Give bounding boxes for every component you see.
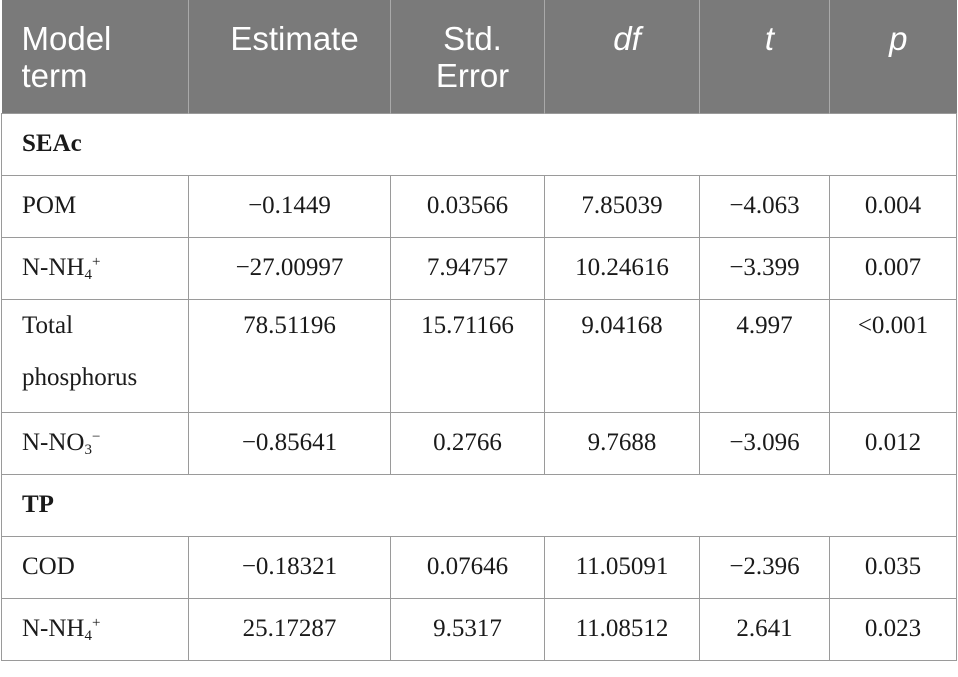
table-row: N-NH4+ 25.17287 9.5317 11.08512 2.641 0.… <box>1 597 957 661</box>
term-base: N-NH <box>22 614 85 642</box>
t-cell: −4.063 <box>699 174 830 238</box>
p-cell: 0.035 <box>829 535 957 599</box>
term-cell: POM <box>1 174 189 238</box>
term-subscript: 4 <box>84 627 93 644</box>
estimate-cell: −0.1449 <box>188 174 391 238</box>
t-cell: 2.641 <box>699 597 830 661</box>
header-estimate: Estimate <box>188 0 391 113</box>
df-cell: 11.08512 <box>544 597 700 661</box>
std-error-cell: 0.2766 <box>390 411 545 475</box>
t-cell: 4.997 <box>699 298 830 413</box>
header-model-term: Model term <box>1 0 189 113</box>
p-cell: 0.004 <box>829 174 957 238</box>
estimate-cell: 78.51196 <box>188 298 391 413</box>
table-row: N-NH4+ −27.00997 7.94757 10.24616 −3.399… <box>1 236 957 300</box>
term-cell: COD <box>1 535 189 599</box>
section-title: TP <box>1 473 957 537</box>
term-superscript: − <box>92 428 101 445</box>
header-row: Model term Estimate Std. Error df t p <box>1 0 957 113</box>
estimate-cell: −27.00997 <box>188 236 391 300</box>
table-header: Model term Estimate Std. Error df t p <box>1 0 957 113</box>
header-t: t <box>699 0 830 113</box>
term-superscript: + <box>92 614 101 631</box>
section-title: SEAc <box>1 112 957 176</box>
p-cell: <0.001 <box>829 298 957 413</box>
term-base: N-NO <box>22 428 85 456</box>
std-error-cell: 0.07646 <box>390 535 545 599</box>
t-cell: −3.096 <box>699 411 830 475</box>
std-error-cell: 7.94757 <box>390 236 545 300</box>
df-cell: 11.05091 <box>544 535 700 599</box>
df-cell: 10.24616 <box>544 236 700 300</box>
p-cell: 0.007 <box>829 236 957 300</box>
table-row: POM −0.1449 0.03566 7.85039 −4.063 0.004 <box>1 174 957 238</box>
std-error-cell: 15.71166 <box>390 298 545 413</box>
df-cell: 7.85039 <box>544 174 700 238</box>
table-row: N-NO3− −0.85641 0.2766 9.7688 −3.096 0.0… <box>1 411 957 475</box>
header-std-error: Std. Error <box>390 0 545 113</box>
section-row-seac: SEAc <box>1 112 957 176</box>
term-superscript: + <box>92 253 101 270</box>
std-error-cell: 0.03566 <box>390 174 545 238</box>
table-row: Total phosphorus 78.51196 15.71166 9.041… <box>1 298 957 413</box>
term-cell: N-NH4+ <box>1 236 189 300</box>
model-estimates-table: Model term Estimate Std. Error df t p SE… <box>1 0 957 661</box>
std-error-cell: 9.5317 <box>390 597 545 661</box>
df-cell: 9.7688 <box>544 411 700 475</box>
p-cell: 0.023 <box>829 597 957 661</box>
df-cell: 9.04168 <box>544 298 700 413</box>
section-row-tp: TP <box>1 473 957 537</box>
p-cell: 0.012 <box>829 411 957 475</box>
term-cell: N-NO3− <box>1 411 189 475</box>
term-cell: Total phosphorus <box>1 298 189 413</box>
t-cell: −3.399 <box>699 236 830 300</box>
t-cell: −2.396 <box>699 535 830 599</box>
estimate-cell: −0.18321 <box>188 535 391 599</box>
estimate-cell: −0.85641 <box>188 411 391 475</box>
term-subscript: 4 <box>84 266 93 283</box>
term-base: N-NH <box>22 253 85 281</box>
estimate-cell: 25.17287 <box>188 597 391 661</box>
header-p: p <box>829 0 957 113</box>
header-df: df <box>544 0 700 113</box>
table-body: SEAc POM −0.1449 0.03566 7.85039 −4.063 … <box>1 112 957 661</box>
table-row: COD −0.18321 0.07646 11.05091 −2.396 0.0… <box>1 535 957 599</box>
term-cell: N-NH4+ <box>1 597 189 661</box>
term-subscript: 3 <box>84 441 93 458</box>
